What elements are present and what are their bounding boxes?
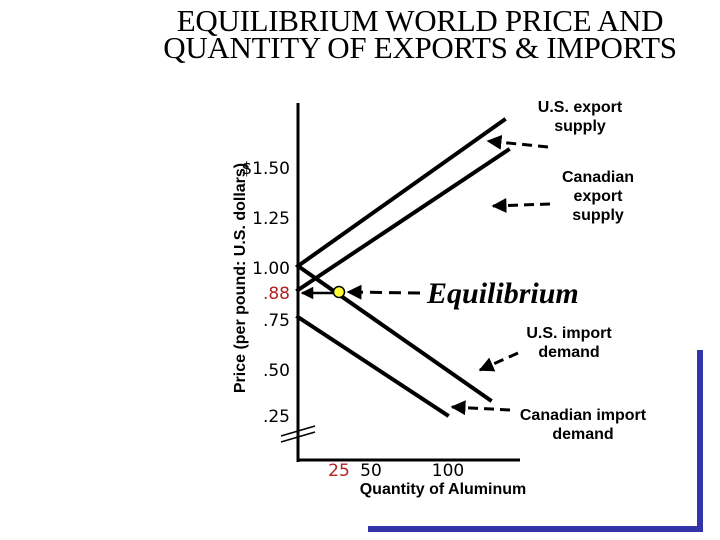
y-tick-label: 1.00 [252,259,290,279]
annotation-label: Canadian [562,169,634,186]
y-tick-label: $1.50 [241,159,290,179]
annotation-label: supply [554,118,606,135]
series-line-2 [295,147,511,293]
y-tick-label: .88 [263,284,290,304]
annotation-arrow [486,134,549,150]
annotation-label: U.S. import [526,325,612,342]
annotation-label: U.S. export [538,99,623,116]
annotation-label: supply [572,207,624,224]
y-tick-label: .75 [263,311,290,331]
x-tick-label: 25 [328,461,350,481]
series-line-1 [295,117,507,269]
annotation-arrow [491,198,551,214]
y-tick-label: .50 [263,361,290,381]
annotation-arrow [450,400,511,416]
annotation-label: Canadian import [520,407,647,424]
x-tick-label: 50 [360,461,382,481]
x-axis-label: Quantity of Aluminum [360,481,527,498]
chart-title-line-2: QUANTITY OF EXPORTS & IMPORTS [163,30,677,65]
annotation-label: export [574,188,624,205]
annotation-label: demand [552,426,613,443]
annotation-label: demand [538,344,599,361]
series-line-4 [295,314,450,418]
series-line-3 [295,263,493,403]
y-tick-label: .25 [263,407,290,427]
equilibrium-point [332,285,346,299]
equilibrium-arrow [346,284,421,300]
y-tick-label: 1.25 [252,209,290,229]
chart-title-line-1: EQUILIBRIUM WORLD PRICE AND [176,3,664,38]
x-tick-label: 100 [432,461,464,481]
equilibrium-label: Equilibrium [426,277,579,310]
axis-break-mark-2 [280,431,316,443]
annotation-arrow [478,351,519,372]
axis-break-mark-1 [280,425,316,437]
